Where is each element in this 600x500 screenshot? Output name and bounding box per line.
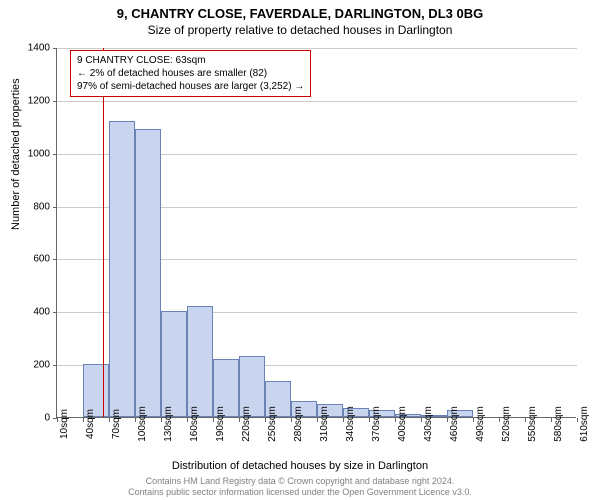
x-tick-mark: [213, 418, 214, 422]
x-tick-label: 100sqm: [137, 406, 148, 442]
x-tick-mark: [525, 418, 526, 422]
x-tick-mark: [343, 418, 344, 422]
x-tick-label: 70sqm: [111, 409, 122, 439]
x-tick-mark: [369, 418, 370, 422]
x-tick-mark: [473, 418, 474, 422]
chart-container: 9, CHANTRY CLOSE, FAVERDALE, DARLINGTON,…: [0, 0, 600, 500]
x-tick-label: 310sqm: [319, 406, 330, 442]
footer-line2: Contains public sector information licen…: [0, 487, 600, 498]
x-tick-label: 580sqm: [553, 406, 564, 442]
x-tick-label: 160sqm: [189, 406, 200, 442]
x-tick-label: 610sqm: [579, 406, 590, 442]
x-tick-mark: [109, 418, 110, 422]
y-tick-label: 1200: [10, 95, 50, 106]
x-tick-mark: [239, 418, 240, 422]
x-tick-mark: [577, 418, 578, 422]
x-tick-mark: [265, 418, 266, 422]
footer-line1: Contains HM Land Registry data © Crown c…: [0, 476, 600, 487]
annotation-line1: 9 CHANTRY CLOSE: 63sqm: [77, 54, 304, 67]
x-tick-mark: [421, 418, 422, 422]
x-tick-mark: [447, 418, 448, 422]
gridline: [57, 48, 577, 49]
x-tick-label: 370sqm: [371, 406, 382, 442]
y-tick-label: 400: [10, 307, 50, 318]
x-tick-label: 460sqm: [449, 406, 460, 442]
annotation-line2: ← 2% of detached houses are smaller (82): [77, 67, 304, 80]
x-tick-label: 250sqm: [267, 406, 278, 442]
x-tick-label: 190sqm: [215, 406, 226, 442]
y-tick-mark: [53, 154, 57, 155]
histogram-bar: [109, 121, 135, 417]
x-tick-label: 220sqm: [241, 406, 252, 442]
x-tick-label: 520sqm: [501, 406, 512, 442]
x-tick-label: 430sqm: [423, 406, 434, 442]
plot-area: [56, 48, 576, 418]
x-tick-label: 10sqm: [59, 409, 70, 439]
x-tick-label: 280sqm: [293, 406, 304, 442]
x-tick-label: 40sqm: [85, 409, 96, 439]
x-tick-label: 400sqm: [397, 406, 408, 442]
histogram-bar: [161, 311, 187, 417]
y-tick-mark: [53, 259, 57, 260]
x-tick-label: 490sqm: [475, 406, 486, 442]
x-tick-mark: [161, 418, 162, 422]
marker-line: [103, 48, 104, 417]
x-tick-mark: [551, 418, 552, 422]
footer: Contains HM Land Registry data © Crown c…: [0, 476, 600, 498]
y-tick-mark: [53, 312, 57, 313]
y-tick-label: 600: [10, 254, 50, 265]
histogram-bar: [135, 129, 161, 417]
y-tick-mark: [53, 48, 57, 49]
y-tick-label: 1400: [10, 43, 50, 54]
chart-title-line2: Size of property relative to detached ho…: [0, 21, 600, 37]
x-tick-mark: [317, 418, 318, 422]
x-tick-mark: [499, 418, 500, 422]
x-tick-label: 550sqm: [527, 406, 538, 442]
x-tick-mark: [187, 418, 188, 422]
x-tick-mark: [291, 418, 292, 422]
y-tick-label: 200: [10, 360, 50, 371]
histogram-bar: [187, 306, 213, 417]
annotation-box: 9 CHANTRY CLOSE: 63sqm ← 2% of detached …: [70, 50, 311, 97]
x-axis-label: Distribution of detached houses by size …: [0, 460, 600, 472]
y-tick-mark: [53, 207, 57, 208]
x-tick-mark: [135, 418, 136, 422]
y-tick-mark: [53, 101, 57, 102]
y-tick-label: 800: [10, 201, 50, 212]
plot: [56, 48, 576, 418]
x-tick-mark: [57, 418, 58, 422]
annotation-line3: 97% of semi-detached houses are larger (…: [77, 80, 304, 93]
chart-title-line1: 9, CHANTRY CLOSE, FAVERDALE, DARLINGTON,…: [0, 0, 600, 21]
x-tick-mark: [83, 418, 84, 422]
gridline: [57, 101, 577, 102]
y-tick-label: 1000: [10, 148, 50, 159]
x-tick-mark: [395, 418, 396, 422]
x-tick-label: 340sqm: [345, 406, 356, 442]
y-tick-mark: [53, 365, 57, 366]
y-tick-label: 0: [10, 413, 50, 424]
x-tick-label: 130sqm: [163, 406, 174, 442]
